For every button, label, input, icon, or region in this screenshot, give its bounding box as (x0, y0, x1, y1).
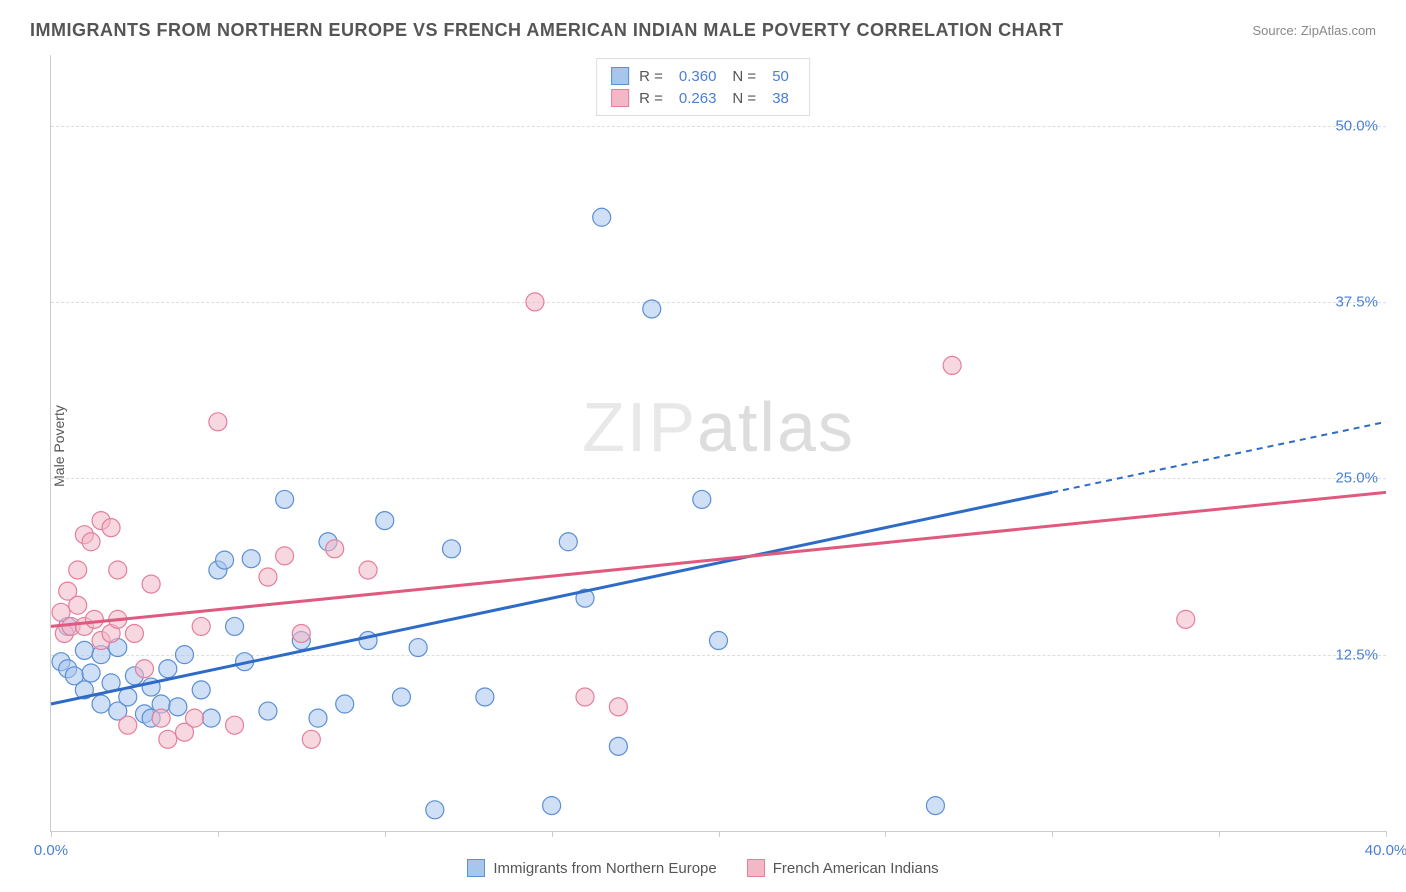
scatter-point (302, 730, 320, 748)
scatter-point (710, 632, 728, 650)
scatter-point (376, 512, 394, 530)
scatter-point (276, 547, 294, 565)
x-tick-label: 40.0% (1365, 842, 1406, 859)
scatter-point (85, 610, 103, 628)
scatter-point (242, 550, 260, 568)
chart-title: IMMIGRANTS FROM NORTHERN EUROPE VS FRENC… (30, 20, 1064, 41)
scatter-point (209, 413, 227, 431)
scatter-point (926, 797, 944, 815)
legend-swatch-pink (611, 89, 629, 107)
scatter-point (576, 688, 594, 706)
scatter-point (259, 568, 277, 586)
scatter-point (69, 596, 87, 614)
scatter-point (1177, 610, 1195, 628)
scatter-point (186, 709, 204, 727)
scatter-point (559, 533, 577, 551)
scatter-point (75, 641, 93, 659)
scatter-point (82, 664, 100, 682)
scatter-point (476, 688, 494, 706)
trendline (51, 492, 1052, 704)
scatter-point (426, 801, 444, 819)
scatter-point (336, 695, 354, 713)
scatter-point (526, 293, 544, 311)
scatter-point (119, 716, 137, 734)
scatter-point (609, 698, 627, 716)
legend-item-2: French American Indians (747, 859, 939, 877)
scatter-point (159, 730, 177, 748)
scatter-point (226, 716, 244, 734)
scatter-point (693, 490, 711, 508)
scatter-point (359, 561, 377, 579)
x-tick-label: 0.0% (34, 842, 68, 859)
r-value-2: 0.263 (679, 90, 717, 107)
scatter-point (192, 617, 210, 635)
scatter-point (609, 737, 627, 755)
source-attribution: Source: ZipAtlas.com (1252, 23, 1376, 38)
scatter-point (259, 702, 277, 720)
legend-row-series-2: R =0.263 N =38 (611, 87, 795, 109)
legend-swatch-blue (467, 859, 485, 877)
chart-plot-area: ZIPatlas 12.5%25.0%37.5%50.0%0.0%40.0% (50, 55, 1386, 832)
scatter-point (119, 688, 137, 706)
scatter-point (593, 208, 611, 226)
scatter-point (69, 561, 87, 579)
scatter-point (142, 575, 160, 593)
r-value-1: 0.360 (679, 68, 717, 85)
scatter-point (152, 709, 170, 727)
scatter-point (392, 688, 410, 706)
bottom-legend: Immigrants from Northern Europe French A… (0, 859, 1406, 877)
scatter-point (159, 660, 177, 678)
trendline-extrapolated (1052, 422, 1386, 493)
legend-label-1: Immigrants from Northern Europe (493, 860, 716, 877)
scatter-point (202, 709, 220, 727)
scatter-point (943, 356, 961, 374)
scatter-point (169, 698, 187, 716)
legend-swatch-blue (611, 67, 629, 85)
scatter-point (443, 540, 461, 558)
scatter-point (309, 709, 327, 727)
scatter-point (192, 681, 210, 699)
header: IMMIGRANTS FROM NORTHERN EUROPE VS FRENC… (30, 20, 1376, 41)
n-value-1: 50 (772, 68, 789, 85)
scatter-point (82, 533, 100, 551)
scatter-point (135, 660, 153, 678)
scatter-point (92, 695, 110, 713)
scatter-point (326, 540, 344, 558)
scatter-point (216, 551, 234, 569)
scatter-point (226, 617, 244, 635)
legend-item-1: Immigrants from Northern Europe (467, 859, 716, 877)
scatter-point (643, 300, 661, 318)
scatter-point (109, 561, 127, 579)
scatter-point (125, 624, 143, 642)
legend-swatch-pink (747, 859, 765, 877)
scatter-svg (51, 55, 1386, 831)
scatter-point (276, 490, 294, 508)
scatter-point (409, 639, 427, 657)
scatter-point (292, 624, 310, 642)
correlation-legend: R =0.360 N =50 R =0.263 N =38 (596, 58, 810, 116)
scatter-point (102, 519, 120, 537)
scatter-point (176, 646, 194, 664)
scatter-point (543, 797, 561, 815)
legend-label-2: French American Indians (773, 860, 939, 877)
legend-row-series-1: R =0.360 N =50 (611, 65, 795, 87)
n-value-2: 38 (772, 90, 789, 107)
